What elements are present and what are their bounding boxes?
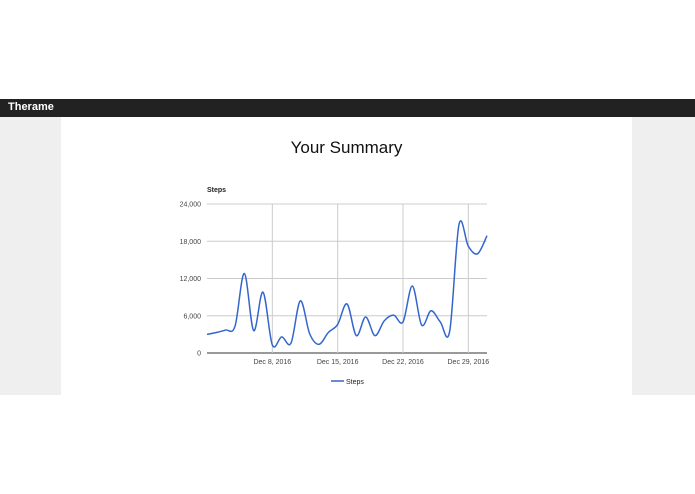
content-panel: [61, 117, 632, 395]
page-title: Your Summary: [290, 138, 403, 157]
data-point[interactable]: [391, 312, 397, 318]
navbar: Therame: [0, 99, 695, 117]
y-tick-label: 24,000: [180, 202, 202, 209]
chart-grid: [207, 203, 487, 354]
data-point[interactable]: [335, 321, 341, 327]
data-point[interactable]: [260, 289, 266, 295]
data-point[interactable]: [465, 243, 471, 249]
y-tick-label: 6,000: [183, 313, 201, 320]
data-point[interactable]: [325, 330, 331, 336]
data-point[interactable]: [251, 328, 257, 334]
y-tick-label: 18,000: [180, 239, 202, 246]
data-point[interactable]: [316, 341, 322, 347]
data-point[interactable]: [456, 221, 462, 227]
steps-line: [206, 220, 488, 348]
y-tick-label: 0: [197, 351, 201, 358]
chart-series-title: Steps: [207, 187, 226, 194]
y-tick-label: 12,000: [180, 276, 202, 283]
data-point[interactable]: [409, 283, 415, 289]
data-point[interactable]: [223, 327, 229, 333]
data-point[interactable]: [269, 342, 275, 348]
data-point[interactable]: [475, 251, 481, 257]
data-point[interactable]: [232, 323, 238, 329]
data-point[interactable]: [428, 308, 434, 314]
data-point[interactable]: [279, 334, 285, 340]
data-point[interactable]: [400, 319, 406, 325]
legend-label: Steps: [346, 379, 364, 386]
chart-series: [204, 220, 490, 348]
chart-axis-labels: 0 6,000 12,000 18,000 24,000 Dec 8, 2016 Dec 1…: [180, 202, 490, 367]
data-point[interactable]: [344, 301, 350, 307]
chart-legend[interactable]: Steps: [331, 379, 364, 386]
data-point[interactable]: [419, 322, 425, 328]
data-point[interactable]: [447, 328, 453, 334]
data-point[interactable]: [353, 333, 359, 339]
x-tick-label: Dec 15, 2016: [317, 359, 359, 366]
x-tick-label: Dec 29, 2016: [448, 359, 490, 366]
data-point[interactable]: [484, 233, 490, 239]
data-point[interactable]: [297, 298, 303, 304]
data-point[interactable]: [381, 318, 387, 324]
data-point[interactable]: [213, 330, 219, 336]
data-point[interactable]: [437, 319, 443, 325]
data-point[interactable]: [363, 314, 369, 320]
brand-link[interactable]: Therame: [8, 101, 54, 113]
x-tick-label: Dec 22, 2016: [382, 359, 424, 366]
data-point[interactable]: [241, 271, 247, 277]
data-point[interactable]: [204, 331, 210, 337]
data-point[interactable]: [372, 333, 378, 339]
data-point[interactable]: [307, 331, 313, 337]
x-tick-label: Dec 8, 2016: [253, 359, 291, 366]
data-point[interactable]: [288, 340, 294, 346]
